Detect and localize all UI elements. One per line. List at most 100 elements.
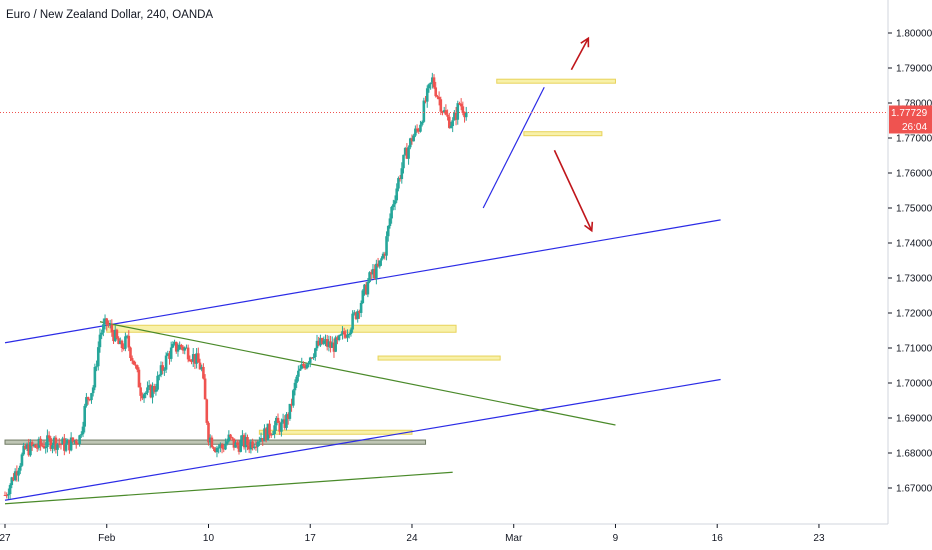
candle-body-129: [222, 448, 226, 450]
candle-body-109: [188, 359, 192, 362]
candle-body-66: [115, 329, 119, 339]
candle-body-238: [407, 147, 410, 159]
candle-body-137: [236, 442, 239, 446]
zone-3: [258, 429, 413, 435]
candle-body-237: [405, 148, 409, 159]
candle-body-175: [300, 364, 304, 369]
candle-body-34: [61, 438, 64, 445]
candle-body-58: [102, 324, 105, 333]
zone-2: [377, 355, 501, 361]
candle-body-43: [76, 443, 80, 445]
candle-body-164: [281, 419, 285, 423]
candle-body-243: [415, 128, 419, 130]
candle-body-17: [32, 444, 36, 447]
chart-title: Euro / New Zealand Dollar, 240, OANDA: [6, 9, 214, 21]
price-tick-label-0: 1.80000: [896, 29, 932, 40]
time-tick-label-0: 27: [0, 533, 11, 544]
candle-body-30: [54, 437, 58, 450]
candle-body-104: [180, 344, 183, 347]
candle-body-272: [464, 112, 468, 118]
candle-body-47: [83, 405, 86, 427]
candle-body-67: [117, 338, 120, 345]
candle-body-174: [298, 368, 302, 371]
price-tick-label-11: 1.69000: [896, 414, 932, 425]
candle-body-207: [354, 312, 358, 319]
candle-body-245: [419, 124, 422, 132]
candle-body-127: [219, 444, 222, 448]
candle-body-168: [288, 403, 292, 419]
candle-body-52: [91, 387, 95, 394]
candle-body-226: [386, 225, 390, 237]
candle-body-220: [376, 263, 380, 267]
candle-body-159: [273, 425, 276, 435]
candle-body-134: [230, 437, 234, 439]
candle-body-124: [213, 448, 217, 453]
candle-body-268: [458, 103, 461, 105]
candle-body-106: [183, 347, 187, 351]
candle-body-257: [439, 99, 443, 112]
candle-body-113: [195, 353, 198, 364]
time-axis-background[interactable]: [0, 524, 932, 550]
candle-body-182: [312, 357, 315, 359]
last-price-label: 1.77729: [891, 108, 928, 119]
candle-body-230: [393, 200, 397, 205]
candle-body-141: [242, 435, 246, 448]
candle-body-210: [359, 303, 363, 313]
time-axis-labels: 27 Feb 10 17 24 Mar 9 16 23: [0, 524, 825, 544]
candle-body-114: [197, 353, 200, 363]
candle-body-126: [217, 447, 220, 449]
candle-body-62: [108, 324, 112, 326]
candle-body-23: [42, 445, 46, 449]
candle-body-19: [35, 447, 39, 449]
candle-body-0: [3, 495, 7, 496]
candle-body-123: [212, 447, 215, 449]
candle-body-249: [425, 88, 429, 102]
candle-body-90: [156, 375, 159, 390]
candle-body-147: [252, 446, 256, 449]
candle-body-41: [73, 440, 76, 442]
candle-body-38: [68, 439, 71, 451]
candle-body-12: [24, 445, 27, 449]
candle-body-24: [44, 446, 47, 449]
candle-body-115: [198, 362, 202, 370]
candle-body-167: [286, 414, 290, 419]
time-tick-label-1: Feb: [98, 533, 116, 544]
candle-body-258: [441, 111, 444, 113]
price-tick-label-6: 1.74000: [896, 239, 932, 250]
candle-body-270: [461, 106, 465, 114]
candle-body-199: [341, 331, 344, 335]
candle-body-140: [241, 435, 244, 441]
time-tick-label-6: 9: [613, 533, 619, 544]
candle-body-16: [30, 442, 34, 447]
candle-body-173: [297, 370, 300, 377]
candle-body-244: [417, 129, 421, 132]
time-tick-label-7: 16: [712, 533, 724, 544]
candle-body-246: [420, 121, 424, 125]
candle-body-206: [353, 312, 356, 314]
candle-body-179: [307, 362, 310, 365]
price-axis-background[interactable]: [888, 0, 932, 524]
candle-body-265: [453, 112, 456, 121]
candle-body-163: [280, 422, 283, 432]
candle-body-222: [380, 258, 383, 261]
candle-body-35: [63, 438, 66, 451]
candle-body-59: [103, 318, 107, 325]
time-tick-label-4: 24: [406, 533, 418, 544]
candle-body-54: [95, 366, 98, 368]
candle-body-184: [315, 340, 319, 349]
candle-body-202: [346, 334, 349, 338]
price-tick-label-3: 1.77000: [896, 134, 932, 145]
candle-body-165: [283, 419, 287, 428]
candle-body-50: [88, 399, 92, 401]
candle-body-73: [127, 335, 131, 348]
candle-body-209: [358, 311, 361, 313]
zone-5: [496, 78, 616, 84]
price-tick-label-10: 1.70000: [896, 379, 932, 390]
candle-body-148: [254, 446, 258, 448]
candle-body-20: [37, 438, 41, 448]
candle-body-1: [5, 495, 8, 497]
candle-body-170: [291, 390, 295, 406]
candle-body-136: [234, 442, 237, 448]
candle-body-39: [69, 437, 73, 451]
